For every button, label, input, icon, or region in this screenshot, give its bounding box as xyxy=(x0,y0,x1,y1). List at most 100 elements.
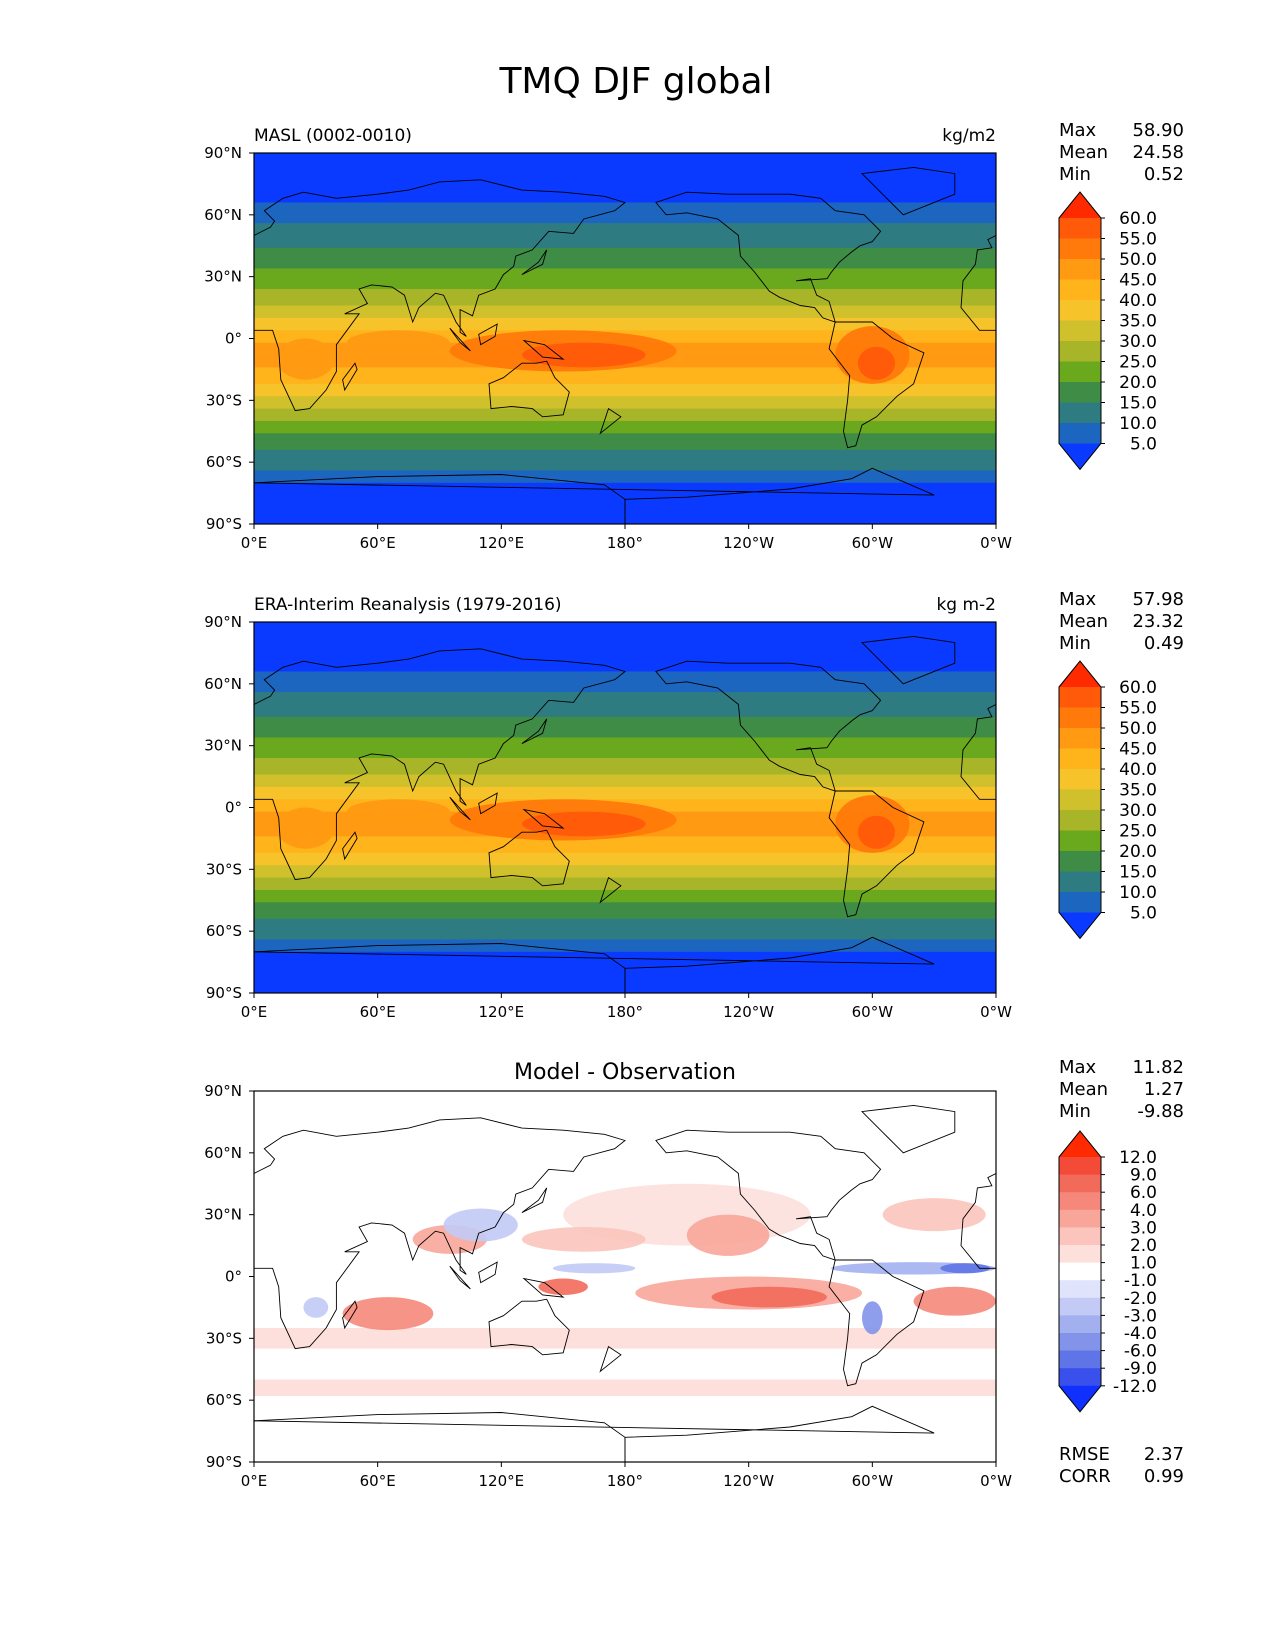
coastline xyxy=(521,1187,548,1214)
lon-tick-label: 60°E xyxy=(360,534,396,552)
colorbar-label: -4.0 xyxy=(1124,1324,1157,1344)
field-background xyxy=(254,1091,996,1462)
colorbar-label: 12.0 xyxy=(1119,1148,1157,1168)
field-band xyxy=(254,247,996,270)
colorbar-swatch xyxy=(1059,320,1101,342)
colorbar-label: 10.0 xyxy=(1119,414,1157,434)
field-blob xyxy=(276,338,335,380)
field-band xyxy=(254,153,996,204)
coastline xyxy=(599,1345,622,1373)
field-blob xyxy=(303,1297,329,1318)
colorbar-label: -9.0 xyxy=(1124,1359,1157,1379)
colorbar-label: 50.0 xyxy=(1119,250,1157,270)
colorbar-label: -1.0 xyxy=(1124,1271,1157,1291)
coastline xyxy=(488,360,570,418)
field-band xyxy=(254,433,996,451)
field-blob xyxy=(443,1208,518,1242)
coastline xyxy=(828,1259,925,1387)
stats-reference: Max 57.98 Mean 23.32 Min 0.49 xyxy=(1059,589,1184,654)
lat-tick-label: 30°N xyxy=(204,268,242,286)
colorbar-swatch xyxy=(1059,1333,1101,1352)
lat-tick-label: 30°N xyxy=(204,1206,242,1224)
colorbar-swatch xyxy=(1059,1297,1101,1316)
colorbar-swatch xyxy=(1059,1262,1101,1281)
colorbar-swatch xyxy=(1059,238,1101,260)
panel-units: kg/m2 xyxy=(942,126,996,146)
coastline xyxy=(828,790,925,918)
coastline xyxy=(522,1277,565,1298)
map-panel-reference: 0°E 60°E 120°E 180° 120°W 60°W 0°W 90°N 60°N 30°N… xyxy=(204,595,1012,1021)
colorbar-swatch xyxy=(1059,769,1101,790)
coastline xyxy=(861,1104,956,1154)
lat-tick-label: 0° xyxy=(225,330,242,348)
stat-label: Max xyxy=(1059,589,1097,610)
field-band xyxy=(254,786,996,801)
colorbar-swatch xyxy=(1059,1350,1101,1369)
colorbar-label: 30.0 xyxy=(1119,801,1157,821)
coastline xyxy=(342,1300,358,1330)
colorbar-swatch xyxy=(1059,218,1101,239)
stats-difference: Max 11.82 Mean 1.27 Min -9.88 xyxy=(1059,1057,1184,1122)
colorbar-swatch xyxy=(1059,402,1101,424)
coastline xyxy=(254,943,626,993)
coastline xyxy=(521,718,548,745)
colorbar-swatch xyxy=(1059,259,1101,280)
colorbar-label: 45.0 xyxy=(1119,740,1157,760)
colorbar-swatch xyxy=(1059,341,1101,362)
panel-title: Model - Observation xyxy=(514,1060,736,1085)
field-blob xyxy=(342,1297,434,1331)
stat-label: Min xyxy=(1059,164,1091,185)
field-blob xyxy=(521,811,646,837)
colorbar-label: 25.0 xyxy=(1119,353,1157,373)
map-field xyxy=(254,153,996,524)
lon-tick-label: 60°W xyxy=(852,534,894,552)
colorbar-extend-min xyxy=(1059,443,1101,470)
colorbar-swatch xyxy=(1059,789,1101,811)
field-band xyxy=(254,367,996,385)
colorbar-label: 50.0 xyxy=(1119,719,1157,739)
field-band xyxy=(254,716,996,739)
field-band xyxy=(254,889,996,904)
coastline xyxy=(254,1117,626,1350)
lat-tick-label: 30°S xyxy=(206,860,242,878)
stat-value: 23.32 xyxy=(1132,611,1184,632)
lat-tick-label: 30°S xyxy=(206,1329,242,1347)
field-band xyxy=(254,396,996,410)
coastline xyxy=(254,936,935,993)
field-band xyxy=(254,449,996,472)
field-band xyxy=(254,877,996,891)
coastline xyxy=(342,362,358,392)
coastline xyxy=(488,829,570,887)
coastline xyxy=(488,1298,570,1356)
field-band xyxy=(254,223,996,249)
lat-tick-label: 90°S xyxy=(206,984,242,1002)
lon-tick-label: 0°E xyxy=(241,534,268,552)
lon-tick-label: 120°E xyxy=(479,534,525,552)
coastline xyxy=(342,831,358,861)
metric-value: 2.37 xyxy=(1144,1444,1184,1465)
colorbar-swatch xyxy=(1059,1245,1101,1264)
field-band xyxy=(254,671,996,693)
field-blob xyxy=(862,1301,883,1335)
coastlines xyxy=(254,1104,996,1462)
colorbar-swatch xyxy=(1059,892,1101,913)
lat-tick-label: 90°N xyxy=(204,1082,242,1100)
colorbar-label: 20.0 xyxy=(1119,842,1157,862)
field-band xyxy=(254,865,996,879)
colorbar-extend-max xyxy=(1059,1131,1101,1157)
colorbar-extend-max xyxy=(1059,192,1101,218)
coastline xyxy=(599,407,622,435)
lat-tick-label: 60°N xyxy=(204,675,242,693)
lat-tick-label: 60°S xyxy=(206,922,242,940)
coastline xyxy=(478,1261,498,1284)
colorbar-label: -2.0 xyxy=(1124,1289,1157,1309)
colorbar-extend-min xyxy=(1059,1385,1101,1412)
colorbar-label: -3.0 xyxy=(1124,1306,1157,1326)
lon-tick-label: 120°W xyxy=(723,1003,774,1021)
field-blob xyxy=(857,346,896,380)
lon-tick-label: 0°W xyxy=(980,1472,1012,1490)
colorbar-swatch xyxy=(1059,707,1101,729)
field-blob xyxy=(521,1227,646,1252)
colorbar-label: -6.0 xyxy=(1124,1342,1157,1362)
colorbar-label: 60.0 xyxy=(1119,209,1157,229)
